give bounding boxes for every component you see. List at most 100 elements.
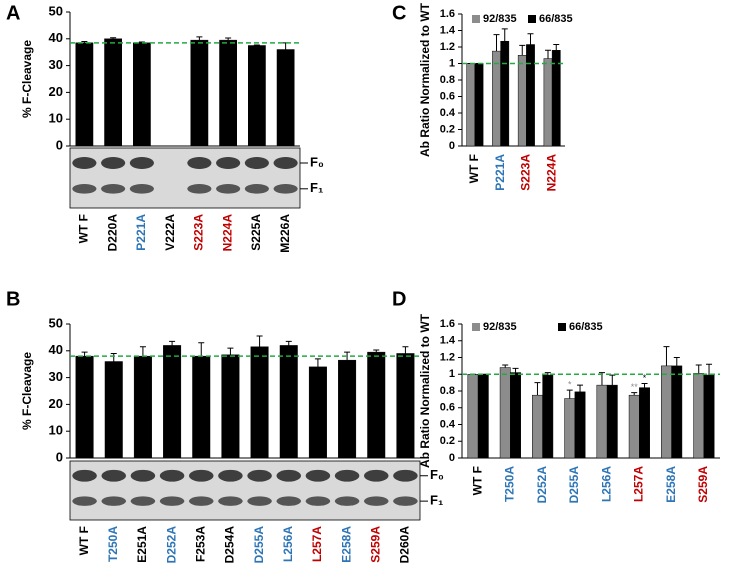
x-tick-label: D252A: [164, 526, 178, 563]
error-bar: [81, 351, 88, 357]
bar: [703, 374, 715, 459]
panel-letter: B: [6, 288, 20, 310]
y-tick-label: 40: [49, 30, 63, 45]
error-bar: [314, 358, 321, 367]
error-bar: [402, 346, 409, 354]
x-tick-label: WT F: [77, 214, 91, 243]
bar: [661, 365, 672, 459]
blot-band: [130, 469, 156, 482]
blot-band: [393, 469, 418, 482]
error-bar: [527, 33, 534, 45]
bar: [564, 398, 576, 459]
x-tick-label: D260A: [398, 526, 412, 563]
blot-band: [72, 157, 97, 169]
legend-label: 92/835: [483, 321, 517, 333]
bar: [574, 391, 586, 459]
bar: [639, 387, 650, 459]
y-tick-label: 50: [49, 315, 63, 330]
y-tick-label: 0.8: [440, 74, 455, 86]
bar: [75, 42, 94, 147]
x-tick-label: M226A: [278, 214, 292, 253]
blot-band: [247, 469, 272, 482]
y-tick-label: 1.6: [440, 8, 455, 20]
blot-band: [72, 496, 97, 506]
bar: [693, 373, 705, 459]
bar: [396, 353, 415, 459]
bar: [190, 39, 209, 147]
blot-band: [244, 184, 269, 194]
x-tick-label: F253A: [193, 526, 207, 562]
blot-band: [305, 469, 331, 482]
error-bar: [196, 36, 203, 41]
blot-label: F₁: [430, 493, 443, 508]
x-tick-label: S223A: [519, 154, 533, 191]
error-bar: [373, 349, 380, 353]
y-tick-label: 0: [449, 140, 455, 152]
bar: [477, 374, 489, 459]
error-bar: [566, 389, 573, 399]
x-tick-label: P221A: [134, 214, 148, 251]
y-tick-label: 10: [49, 111, 63, 126]
blot-band: [305, 496, 331, 506]
blot-band: [189, 496, 214, 506]
y-tick-label: 10: [49, 423, 63, 438]
error-bar: [169, 340, 176, 346]
error-bar: [227, 347, 234, 355]
legend-label: 66/835: [569, 321, 603, 333]
bar: [532, 394, 543, 459]
error-bar: [553, 44, 560, 51]
bar: [338, 359, 357, 459]
bar: [551, 50, 561, 147]
bar: [606, 384, 618, 459]
bar: [276, 49, 295, 147]
x-tick-label: WT F: [470, 466, 484, 495]
blot-band: [334, 496, 360, 506]
bar: [492, 50, 501, 147]
bar: [510, 372, 521, 459]
y-tick-label: 0: [449, 452, 455, 464]
y-tick-label: 0: [56, 449, 63, 464]
x-tick-label: S259A: [368, 526, 382, 563]
blot-label: F₁: [310, 180, 323, 195]
legend-swatch: [528, 15, 536, 23]
bar: [367, 351, 386, 459]
bar: [628, 394, 640, 459]
error-bar: [577, 384, 584, 392]
blot-band: [276, 496, 301, 506]
y-tick-label: 20: [49, 84, 63, 99]
error-bar: [493, 34, 500, 52]
bar: [248, 45, 266, 147]
blot-band: [130, 496, 156, 506]
error-bar: [110, 352, 117, 362]
error-bar: [282, 42, 289, 50]
error-bar: [285, 340, 292, 346]
blot-image: [69, 460, 421, 521]
blot-band: [276, 469, 301, 482]
blot-band: [364, 496, 389, 506]
x-tick-label: D254A: [223, 526, 237, 563]
x-tick-label: L256A: [599, 466, 613, 502]
error-bar: [110, 37, 117, 39]
bar: [467, 374, 479, 459]
y-tick-label: 30: [49, 369, 63, 384]
error-bar: [198, 342, 205, 357]
blot-band: [187, 157, 212, 169]
bar: [466, 63, 476, 147]
blot-band: [364, 469, 389, 482]
y-tick-label: 20: [49, 396, 63, 411]
blot-band: [216, 184, 241, 194]
bar: [526, 44, 535, 147]
bar: [543, 58, 553, 147]
blot-band: [218, 469, 243, 482]
bar: [133, 355, 152, 459]
blot-band: [187, 184, 212, 194]
blot-band: [101, 469, 126, 482]
bar: [250, 346, 269, 459]
y-tick-label: 30: [49, 57, 63, 72]
error-bar: [139, 346, 146, 357]
blot-band: [189, 469, 214, 482]
error-bar: [673, 357, 680, 366]
blot-band: [393, 496, 418, 506]
blot-label: F₀: [430, 467, 444, 482]
x-tick-label: V222A: [163, 214, 177, 251]
